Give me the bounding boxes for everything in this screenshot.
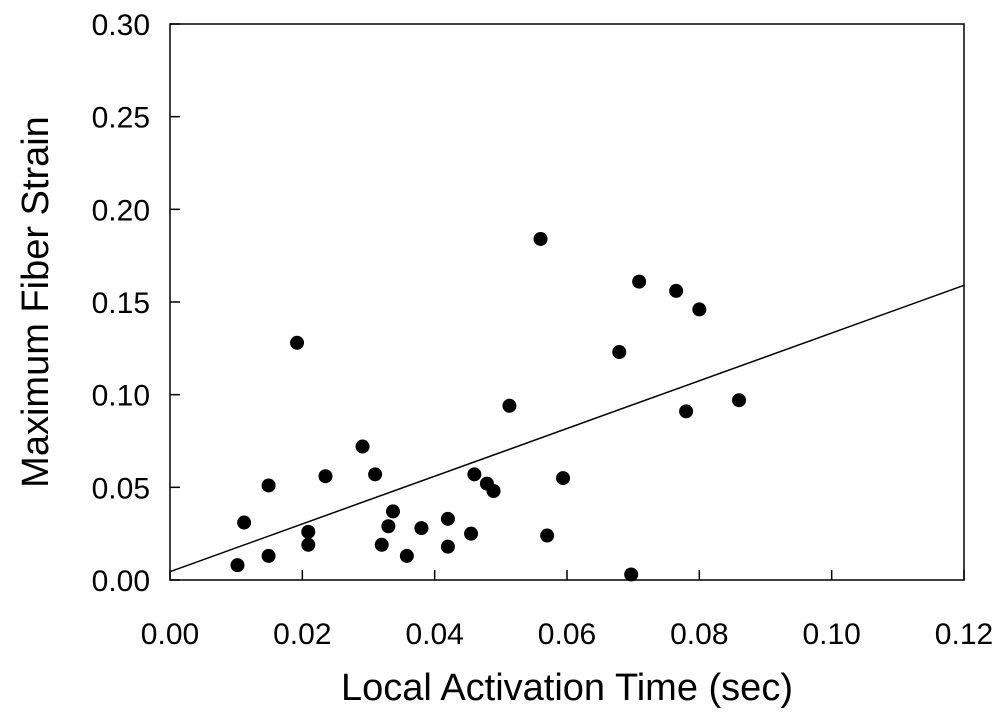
data-point [440, 539, 455, 554]
data-point [669, 283, 684, 298]
y-axis-label: Maximum Fiber Strain [15, 116, 57, 488]
y-tick-label: 0.25 [92, 102, 150, 135]
data-point [440, 511, 455, 526]
data-point [368, 467, 383, 482]
data-point [467, 467, 482, 482]
data-point [230, 558, 245, 573]
y-tick-label: 0.05 [92, 472, 150, 505]
plot-frame [169, 23, 965, 581]
data-point [692, 302, 707, 317]
regression-line-layer [169, 284, 965, 573]
data-point [464, 526, 479, 541]
y-axis: 0.00 0.05 0.10 0.15 0.20 0.25 0.30 [92, 9, 180, 598]
x-tick-label: 0.02 [273, 618, 331, 651]
x-tick-label: 0.00 [141, 618, 199, 651]
data-point [533, 231, 548, 246]
data-point [556, 471, 571, 486]
data-point [237, 515, 252, 530]
data-point [355, 439, 370, 454]
data-point [540, 528, 555, 543]
y-tick-label: 0.15 [92, 287, 150, 320]
x-axis-label: Local Activation Time (sec) [341, 667, 793, 709]
data-point [318, 469, 333, 484]
data-point [261, 548, 276, 563]
x-tick-label: 0.06 [538, 618, 596, 651]
data-point [301, 537, 316, 552]
data-point [290, 335, 305, 350]
x-tick-label: 0.10 [802, 618, 860, 651]
x-tick-label: 0.08 [670, 618, 728, 651]
x-axis: 0.00 0.02 0.04 0.06 0.08 0.10 0.12 [141, 570, 993, 651]
data-point [612, 345, 627, 360]
regression-line [169, 284, 965, 573]
data-point [679, 404, 694, 419]
data-point [732, 393, 747, 408]
y-tick-label: 0.00 [92, 565, 150, 598]
data-point [374, 537, 389, 552]
data-point [632, 274, 647, 289]
data-point [502, 398, 517, 413]
data-points [230, 231, 747, 582]
data-point [301, 524, 316, 539]
y-tick-label: 0.10 [92, 380, 150, 413]
x-tick-label: 0.12 [935, 618, 993, 651]
data-point [381, 519, 396, 534]
data-point [624, 567, 639, 582]
x-tick-label: 0.04 [405, 618, 463, 651]
y-tick-label: 0.30 [92, 9, 150, 42]
data-point [414, 521, 429, 536]
y-tick-label: 0.20 [92, 194, 150, 227]
data-point [385, 504, 400, 519]
data-point [399, 548, 414, 563]
data-point [486, 484, 501, 499]
data-point [261, 478, 276, 493]
